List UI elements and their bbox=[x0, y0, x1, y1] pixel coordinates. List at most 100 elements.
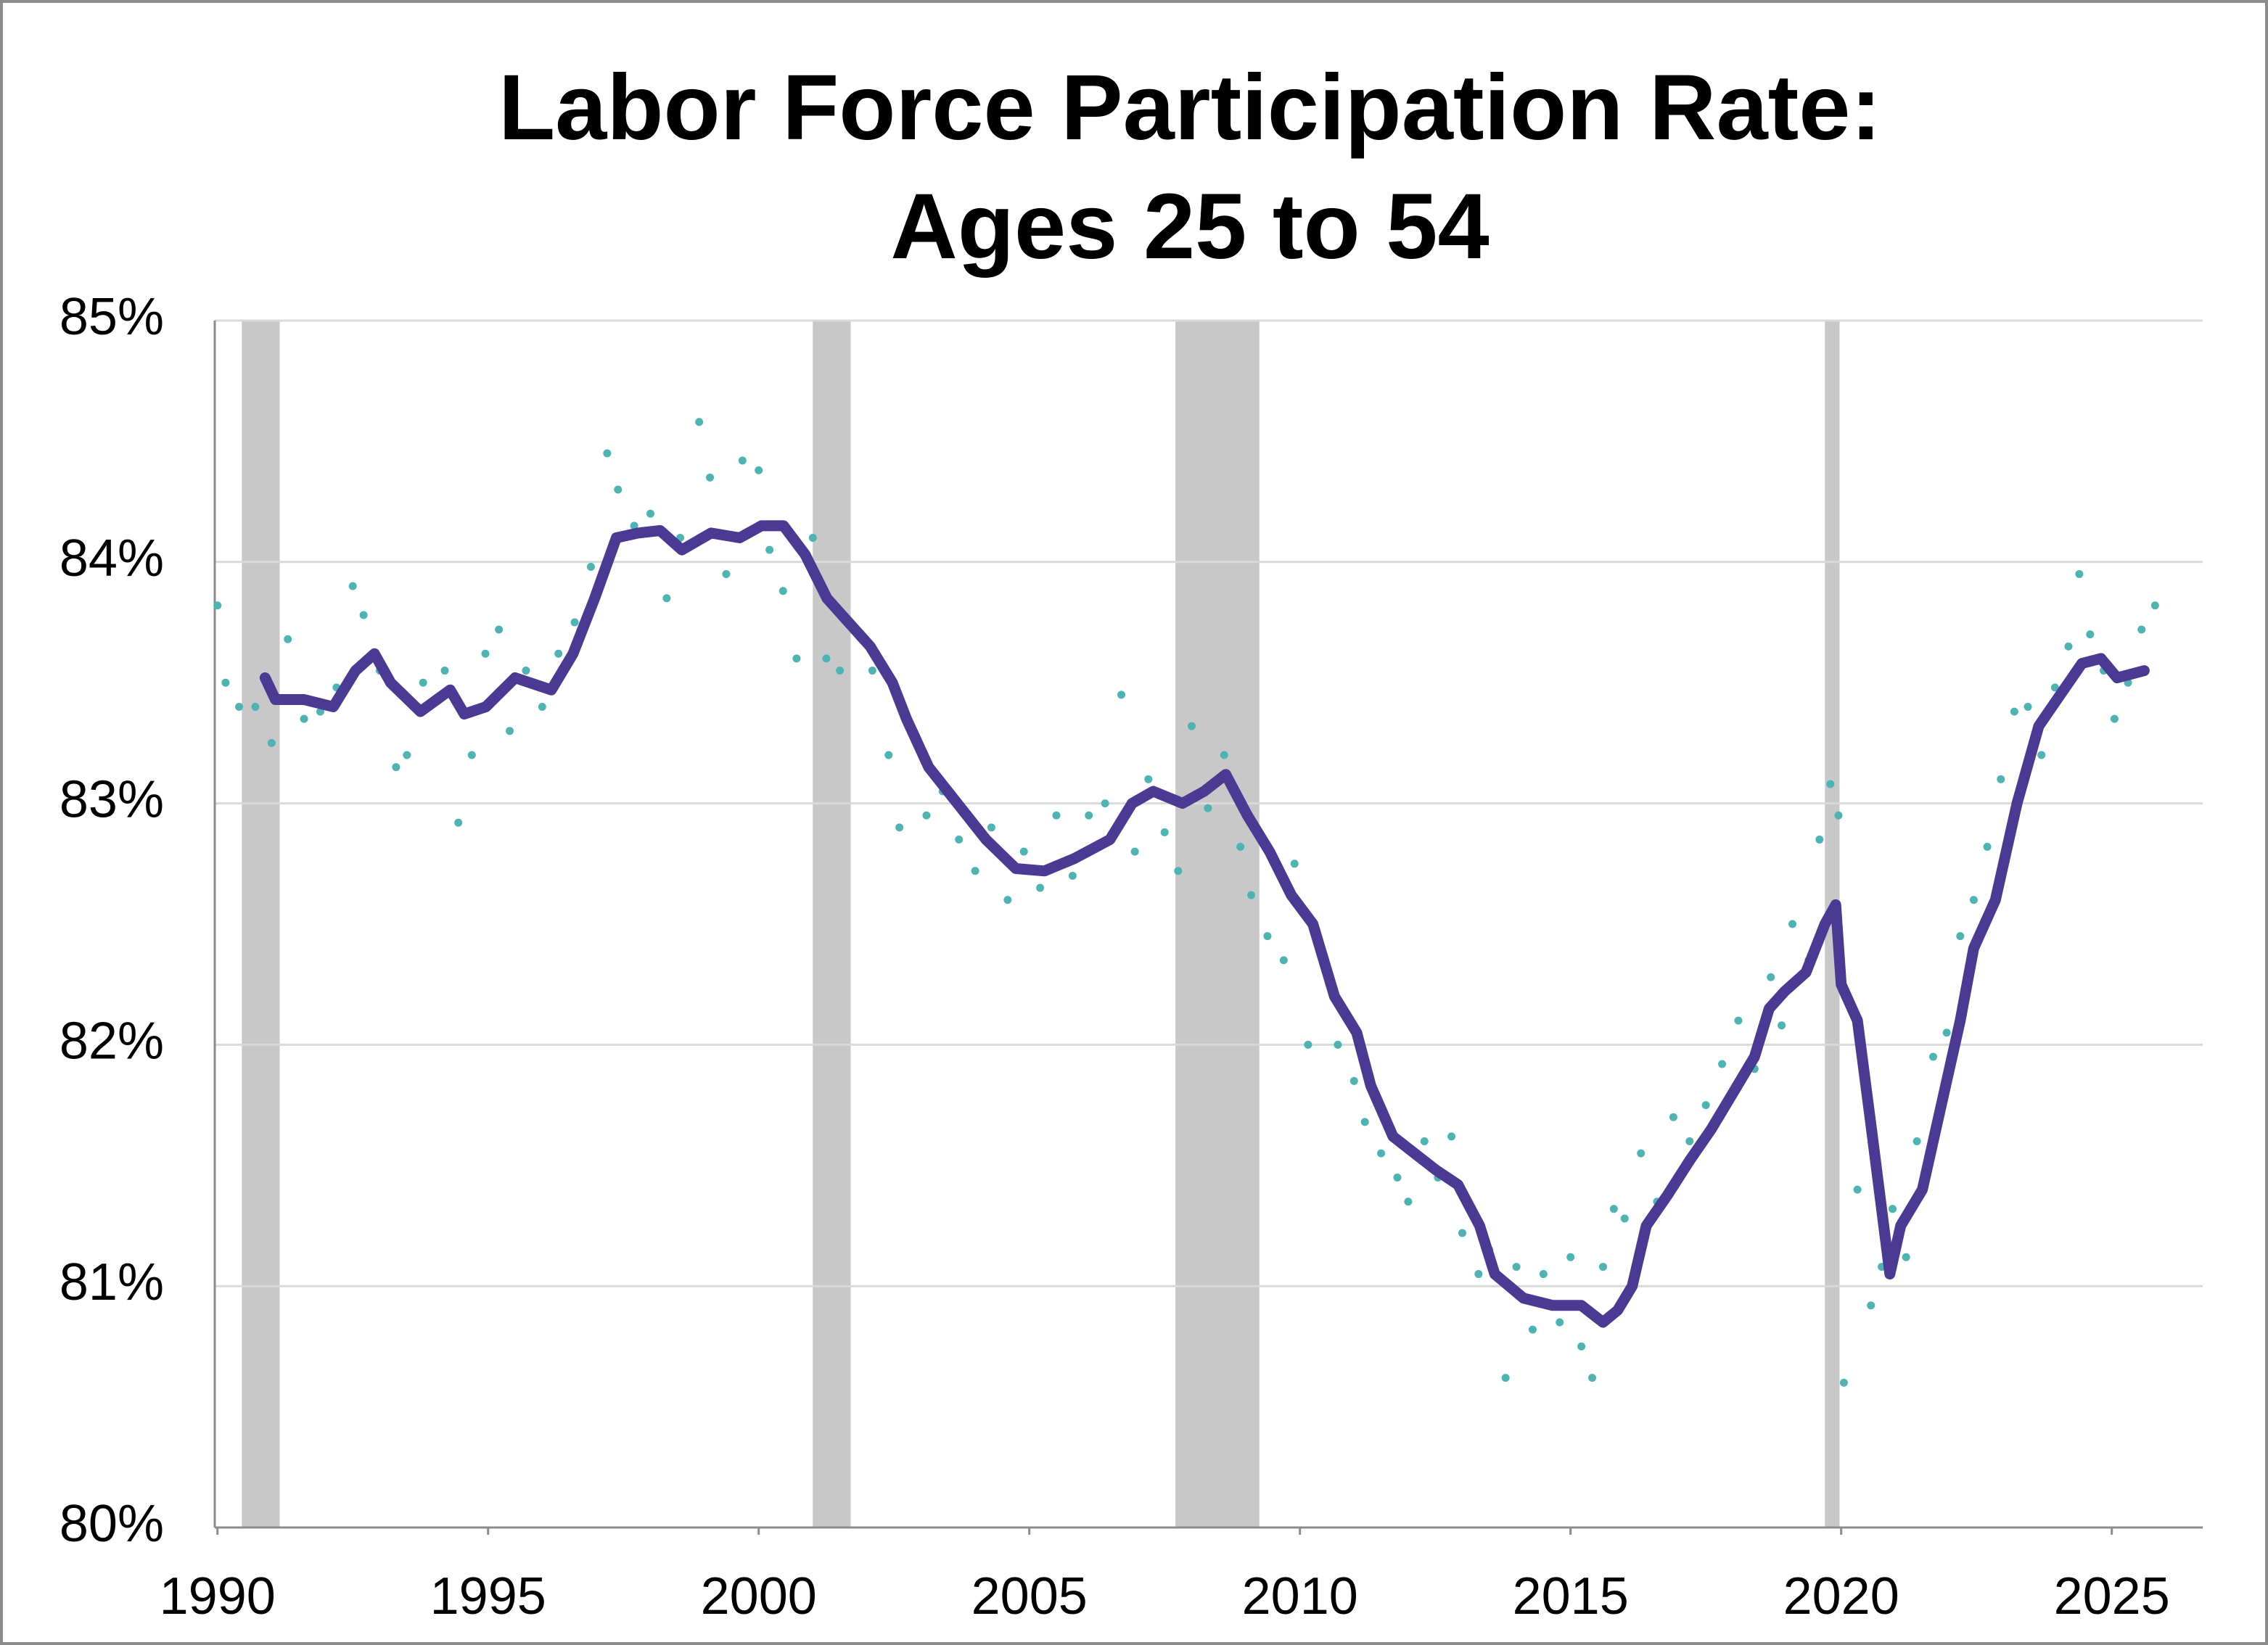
data-point bbox=[792, 654, 801, 663]
data-point bbox=[251, 702, 260, 711]
data-point bbox=[2064, 642, 2073, 651]
x-tick-label: 1990 bbox=[160, 1567, 276, 1625]
data-point bbox=[836, 667, 845, 675]
data-point bbox=[403, 751, 411, 759]
data-point bbox=[1458, 1229, 1466, 1237]
data-point bbox=[467, 751, 476, 759]
chart-title: Ages 25 to 54 bbox=[890, 175, 1489, 279]
y-tick-label: 84% bbox=[59, 529, 164, 588]
data-point bbox=[1701, 1101, 1710, 1110]
data-point bbox=[570, 618, 579, 627]
data-point bbox=[554, 649, 563, 658]
data-point bbox=[1144, 775, 1153, 783]
data-point bbox=[221, 678, 230, 687]
data-point bbox=[2050, 683, 2059, 692]
data-point bbox=[1204, 804, 1212, 812]
data-point bbox=[2150, 601, 2159, 610]
y-tick-label: 80% bbox=[59, 1495, 164, 1553]
grid-layer bbox=[213, 319, 2203, 1535]
data-point bbox=[359, 611, 368, 619]
x-tick-label: 2020 bbox=[1783, 1567, 1899, 1625]
data-point bbox=[1174, 867, 1183, 875]
data-point bbox=[1360, 1118, 1369, 1126]
data-point bbox=[1130, 847, 1139, 856]
data-point bbox=[1815, 836, 1824, 844]
data-point bbox=[1377, 1149, 1386, 1158]
data-point bbox=[267, 738, 276, 747]
data-point bbox=[1474, 1270, 1483, 1279]
label-layer: 80% 81% 82% 83% 84% 85% 1990 1995 2000 2005 2010 20… bbox=[59, 288, 2170, 1625]
data-point bbox=[235, 702, 244, 711]
data-point bbox=[2010, 707, 2018, 716]
data-point bbox=[1902, 1253, 1910, 1261]
data-point bbox=[1598, 1263, 1607, 1271]
data-point bbox=[2137, 625, 2146, 634]
data-point bbox=[1942, 1028, 1951, 1037]
data-point bbox=[1539, 1270, 1548, 1279]
data-point bbox=[1393, 1173, 1402, 1182]
data-point bbox=[522, 667, 530, 675]
data-point bbox=[1160, 828, 1169, 837]
data-point bbox=[614, 485, 623, 494]
data-point bbox=[822, 654, 831, 663]
y-tick-label: 83% bbox=[59, 771, 164, 829]
data-point bbox=[1788, 920, 1797, 928]
chart-title: Labor Force Participation Rate: bbox=[498, 56, 1881, 160]
data-point bbox=[2110, 714, 2119, 723]
data-point bbox=[1290, 859, 1299, 868]
data-point bbox=[765, 545, 774, 554]
data-point bbox=[1512, 1263, 1521, 1271]
data-point bbox=[1853, 1185, 1862, 1194]
data-point bbox=[1588, 1374, 1597, 1382]
data-point bbox=[1928, 1052, 1937, 1061]
data-point bbox=[1247, 891, 1256, 899]
data-point bbox=[1528, 1325, 1537, 1334]
data-point bbox=[2075, 569, 2084, 578]
data-point bbox=[1834, 811, 1843, 820]
data-point bbox=[1334, 1040, 1342, 1049]
data-point bbox=[1220, 751, 1228, 759]
data-point bbox=[971, 867, 979, 875]
data-point bbox=[1839, 1378, 1848, 1387]
data-point bbox=[922, 811, 931, 820]
x-tick-label: 2015 bbox=[1513, 1567, 1629, 1625]
data-point bbox=[419, 678, 427, 687]
data-point bbox=[538, 702, 546, 711]
data-point bbox=[738, 456, 747, 465]
recession-band bbox=[1175, 321, 1260, 1528]
data-point bbox=[1718, 1060, 1727, 1068]
data-point bbox=[440, 667, 449, 675]
data-point bbox=[1969, 896, 1978, 904]
recession-band bbox=[813, 321, 851, 1528]
data-point bbox=[1867, 1301, 1875, 1310]
data-point bbox=[646, 509, 655, 518]
data-point bbox=[1997, 775, 2005, 783]
data-point bbox=[1085, 811, 1093, 820]
y-tick-label: 85% bbox=[59, 288, 164, 346]
data-point bbox=[1101, 799, 1109, 808]
data-point bbox=[1826, 780, 1835, 788]
data-point bbox=[348, 582, 357, 590]
data-point bbox=[695, 418, 704, 426]
data-point bbox=[1983, 843, 1992, 852]
data-point bbox=[213, 601, 222, 610]
data-point bbox=[1685, 1137, 1694, 1146]
data-point bbox=[2086, 630, 2095, 639]
data-point bbox=[1637, 1149, 1645, 1158]
data-point bbox=[1036, 883, 1045, 892]
data-point bbox=[1566, 1253, 1575, 1261]
data-point bbox=[1734, 1016, 1743, 1025]
data-point bbox=[1420, 1137, 1429, 1146]
data-point bbox=[1304, 1040, 1312, 1049]
data-point bbox=[755, 466, 763, 474]
recession-band bbox=[242, 321, 280, 1528]
data-point bbox=[495, 625, 504, 634]
data-point bbox=[1019, 847, 1028, 856]
x-tick-label: 2000 bbox=[701, 1567, 817, 1625]
data-point bbox=[284, 635, 292, 643]
y-tick-label: 82% bbox=[59, 1012, 164, 1070]
mark-layer bbox=[213, 418, 2159, 1387]
data-point bbox=[1117, 690, 1126, 699]
